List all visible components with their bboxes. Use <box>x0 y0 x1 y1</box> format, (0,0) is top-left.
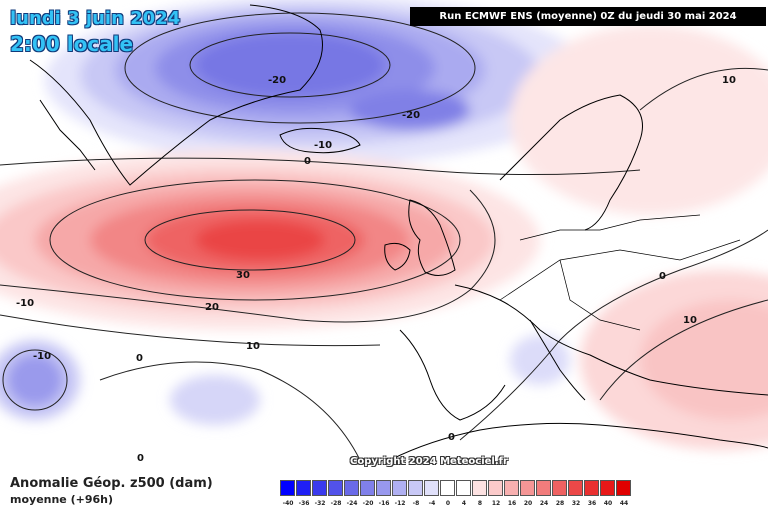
legend-swatch <box>408 480 423 496</box>
contour-label: 10 <box>683 315 697 326</box>
legend-tick-label: -16 <box>378 500 390 507</box>
legend-swatch <box>328 480 343 496</box>
legend-swatch <box>488 480 503 496</box>
legend-tick-label: -36 <box>298 500 310 507</box>
contour-label: -20 <box>268 75 286 86</box>
legend-tick-label: 32 <box>571 500 581 507</box>
anomaly-fill <box>0 0 768 450</box>
variable-title: Anomalie Géop. z500 (dam) <box>10 476 213 491</box>
contour-label: 0 <box>304 156 311 167</box>
legend-tick-label: 4 <box>461 500 467 507</box>
legend-swatch <box>616 480 631 496</box>
contour-label: 10 <box>246 341 260 352</box>
legend-swatch <box>520 480 535 496</box>
legend-tick-label: -32 <box>314 500 326 507</box>
contour-label: 0 <box>448 432 455 443</box>
legend-tick-label: 0 <box>445 500 451 507</box>
legend-tick-label: 28 <box>555 500 565 507</box>
copyright-notice: Copyright 2024 Meteociel.fr <box>350 456 508 467</box>
map-footer: Anomalie Géop. z500 (dam) moyenne (+96h)… <box>0 472 768 512</box>
contour-label: 0 <box>136 353 143 364</box>
legend-swatch <box>504 480 519 496</box>
legend-swatch <box>456 480 471 496</box>
legend-swatch <box>312 480 327 496</box>
variable-subtitle: moyenne (+96h) <box>10 493 114 506</box>
contour-label: 10 <box>722 75 736 86</box>
legend-swatch <box>600 480 615 496</box>
run-info-banner: Run ECMWF ENS (moyenne) 0Z du jeudi 30 m… <box>410 7 766 26</box>
forecast-time: 2:00 locale <box>10 32 134 56</box>
color-scale-ticks: -40 -36 -32 -28 -24 -20 -16 -12 -8 -4 0 4 8 12 16 20 24 2… <box>280 500 629 510</box>
contour-label: -10 <box>33 351 51 362</box>
legend-tick-label: -28 <box>330 500 342 507</box>
contour-label-group: -20 -20 -10 0 30 20 10 -10 -10 0 0 0 10 … <box>16 75 736 464</box>
legend-tick-label: -24 <box>346 500 358 507</box>
legend-tick-label: -20 <box>362 500 374 507</box>
contour-label: 20 <box>205 302 219 313</box>
contour-label: -10 <box>16 298 34 309</box>
legend-tick-label: 8 <box>477 500 483 507</box>
legend-swatch <box>552 480 567 496</box>
contour-label: 0 <box>659 271 666 282</box>
legend-swatch <box>472 480 487 496</box>
legend-swatch <box>360 480 375 496</box>
contour-label: -20 <box>402 110 420 121</box>
forecast-date: lundi 3 juin 2024 <box>10 8 181 29</box>
legend-swatch <box>280 480 295 496</box>
legend-tick-label: -40 <box>282 500 294 507</box>
legend-tick-label: 24 <box>539 500 549 507</box>
legend-tick-label: 40 <box>603 500 613 507</box>
legend-tick-label: 36 <box>587 500 597 507</box>
contour-label: 30 <box>236 270 250 281</box>
legend-swatch <box>568 480 583 496</box>
legend-tick-label: 16 <box>507 500 517 507</box>
legend-swatch <box>584 480 599 496</box>
legend-swatch <box>424 480 439 496</box>
legend-tick-label: 20 <box>523 500 533 507</box>
coastlines <box>29 4 768 461</box>
legend-swatch <box>392 480 407 496</box>
color-scale-legend <box>280 480 632 496</box>
legend-tick-label: -8 <box>412 500 420 507</box>
legend-swatch <box>376 480 391 496</box>
legend-tick-label: 12 <box>491 500 501 507</box>
geopotential-anomaly-map: -20 -20 -10 0 30 20 10 -10 -10 0 0 0 10 … <box>0 0 768 464</box>
legend-tick-label: -4 <box>428 500 436 507</box>
contour-label: -10 <box>314 140 332 151</box>
legend-swatch <box>296 480 311 496</box>
legend-tick-label: 44 <box>619 500 629 507</box>
contour-lines <box>0 12 768 461</box>
contour-label: 0 <box>137 453 144 464</box>
legend-swatch <box>536 480 551 496</box>
legend-swatch <box>440 480 455 496</box>
legend-swatch <box>344 480 359 496</box>
legend-tick-label: -12 <box>394 500 406 507</box>
